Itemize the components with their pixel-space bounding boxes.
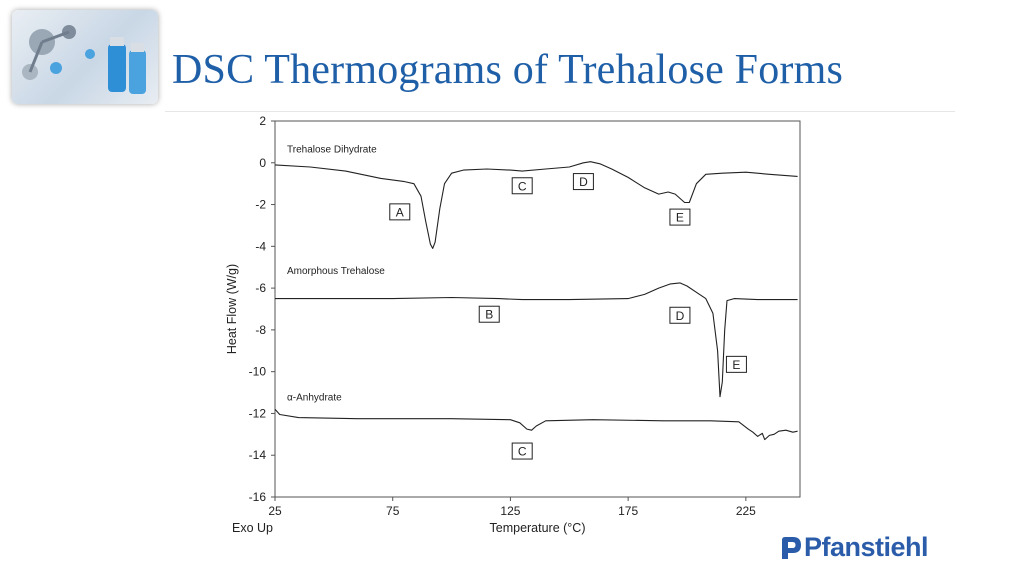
y-tick-label: 0 [259,156,266,170]
exo-up-label: Exo Up [232,521,273,535]
x-axis-label: Temperature (°C) [490,521,586,535]
y-tick-label: -14 [249,448,267,462]
annotation-label-c: C [518,445,527,459]
annotation-label-b: B [485,308,493,322]
y-tick-label: 2 [259,114,266,128]
x-tick-label: 225 [736,504,756,518]
brand-name: Pfanstiehl [804,532,929,562]
series-label-amorphous-trehalose: Amorphous Trehalose [287,266,385,277]
annotation-label-d: D [676,309,685,323]
series-line-anhydrate [274,408,798,441]
annotation-box-e [725,355,747,373]
annotation-box-b [478,305,500,323]
annotation-label-a: A [396,205,404,219]
molecule-illustration-icon [22,25,146,94]
series-line-amorphous-trehalose [275,282,798,398]
title-divider [165,111,955,112]
pfanstiehl-logo: Pfanstiehl [778,532,929,563]
y-tick-label: -16 [249,490,267,504]
series-label-anhydrate: α-Anhydrate [287,392,342,403]
y-tick-label: -10 [249,365,267,379]
series-line-trehalose-dihydrate [274,161,798,249]
y-tick-label: -12 [249,406,267,420]
annotation-box-c [511,177,533,195]
annotation-label-e: E [676,211,684,225]
y-tick-label: -8 [255,323,266,337]
x-tick-label: 25 [268,504,282,518]
annotation-box-d [669,306,691,324]
annotation-box-d [572,173,594,191]
annotation-label-d: D [579,175,588,189]
annotation-label-e: E [732,358,740,372]
y-axis-label: Heat Flow (W/g) [225,264,239,354]
x-tick-label: 75 [386,504,400,518]
slide-title: DSC Thermograms of Trehalose Forms [172,47,844,93]
annotation-box-e [669,208,691,226]
x-tick-label: 125 [500,504,520,518]
annotation-box-c [511,442,533,460]
annotation-box-a [389,203,411,221]
x-tick-label: 175 [618,504,638,518]
y-tick-label: -6 [255,281,266,295]
y-tick-label: -4 [255,239,266,253]
y-tick-label: -2 [255,198,266,212]
pfanstiehl-logo-icon [782,536,801,559]
plot-frame [274,120,801,498]
series-label-trehalose-dihydrate: Trehalose Dihydrate [287,145,377,156]
header-photo-molecules-vials [12,10,158,104]
annotation-label-c: C [518,179,527,193]
